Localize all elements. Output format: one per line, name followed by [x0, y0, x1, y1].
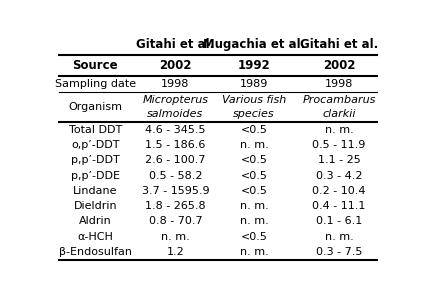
- Text: 2002: 2002: [323, 59, 355, 72]
- Text: 1.1 - 25: 1.1 - 25: [317, 155, 360, 165]
- Text: 0.8 - 70.7: 0.8 - 70.7: [149, 216, 202, 226]
- Text: <0.5: <0.5: [241, 186, 267, 196]
- Text: 0.5 - 58.2: 0.5 - 58.2: [149, 171, 202, 180]
- Text: Various fish: Various fish: [222, 95, 286, 105]
- Text: n. m.: n. m.: [325, 125, 353, 135]
- Text: p,p’-DDT: p,p’-DDT: [71, 155, 120, 165]
- Text: 2.6 - 100.7: 2.6 - 100.7: [145, 155, 206, 165]
- Text: 2002: 2002: [159, 59, 192, 72]
- Text: Micropterus: Micropterus: [142, 95, 208, 105]
- Text: Dieldrin: Dieldrin: [73, 201, 117, 211]
- Text: 1998: 1998: [325, 79, 353, 88]
- Text: Lindane: Lindane: [73, 186, 117, 196]
- Text: 0.4 - 11.1: 0.4 - 11.1: [312, 201, 365, 211]
- Text: Gitahi et al.: Gitahi et al.: [136, 39, 214, 51]
- Text: o,p’-DDT: o,p’-DDT: [71, 140, 119, 150]
- Text: 0.2 - 10.4: 0.2 - 10.4: [312, 186, 366, 196]
- Text: p,p’-DDE: p,p’-DDE: [71, 171, 120, 180]
- Text: 1.8 - 265.8: 1.8 - 265.8: [145, 201, 206, 211]
- Text: 0.3 - 4.2: 0.3 - 4.2: [316, 171, 362, 180]
- Text: Mugachia et al.: Mugachia et al.: [203, 39, 305, 51]
- Text: Source: Source: [73, 59, 118, 72]
- Text: n. m.: n. m.: [325, 232, 353, 242]
- Text: species: species: [233, 109, 275, 119]
- Text: n. m.: n. m.: [161, 232, 190, 242]
- Text: 1989: 1989: [240, 79, 268, 88]
- Text: salmoides: salmoides: [147, 109, 203, 119]
- Text: n. m.: n. m.: [240, 201, 268, 211]
- Text: Gitahi et al.: Gitahi et al.: [300, 39, 378, 51]
- Text: 3.7 - 1595.9: 3.7 - 1595.9: [142, 186, 209, 196]
- Text: n. m.: n. m.: [240, 247, 268, 257]
- Text: 0.5 - 11.9: 0.5 - 11.9: [312, 140, 365, 150]
- Text: <0.5: <0.5: [241, 155, 267, 165]
- Text: 0.1 - 6.1: 0.1 - 6.1: [316, 216, 362, 226]
- Text: <0.5: <0.5: [241, 125, 267, 135]
- Text: 1992: 1992: [238, 59, 270, 72]
- Text: Organism: Organism: [68, 102, 122, 112]
- Text: <0.5: <0.5: [241, 232, 267, 242]
- Text: 1.2: 1.2: [167, 247, 184, 257]
- Text: 1998: 1998: [161, 79, 189, 88]
- Text: α-HCH: α-HCH: [77, 232, 113, 242]
- Text: <0.5: <0.5: [241, 171, 267, 180]
- Text: β-Endosulfan: β-Endosulfan: [59, 247, 132, 257]
- Text: 4.6 - 345.5: 4.6 - 345.5: [145, 125, 206, 135]
- Text: Procambarus: Procambarus: [302, 95, 376, 105]
- Text: Total DDT: Total DDT: [69, 125, 122, 135]
- Text: 1.5 - 186.6: 1.5 - 186.6: [145, 140, 206, 150]
- Text: n. m.: n. m.: [240, 216, 268, 226]
- Text: Aldrin: Aldrin: [79, 216, 112, 226]
- Text: Sampling date: Sampling date: [55, 79, 136, 88]
- Text: 0.3 - 7.5: 0.3 - 7.5: [316, 247, 362, 257]
- Text: n. m.: n. m.: [240, 140, 268, 150]
- Text: clarkii: clarkii: [322, 109, 356, 119]
